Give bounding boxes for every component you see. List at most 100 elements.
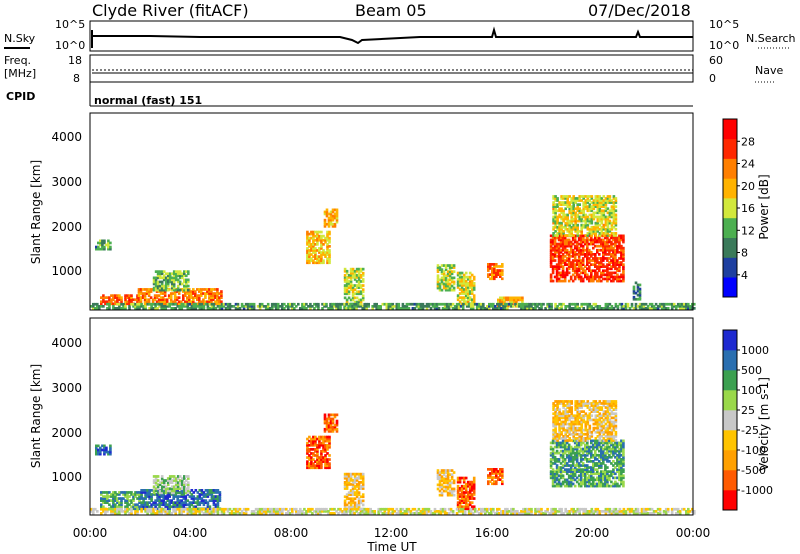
heatmap-cell — [116, 300, 119, 304]
heatmap-cell — [183, 286, 186, 290]
heatmap-cell — [576, 230, 579, 233]
heatmap-cell — [574, 207, 577, 211]
heatmap-cell — [456, 491, 460, 494]
heatmap-cell — [308, 439, 311, 443]
heatmap-cell — [560, 225, 563, 229]
heatmap-cell — [594, 445, 597, 449]
heatmap-cell — [337, 302, 340, 306]
heatmap-cell — [177, 302, 181, 306]
heatmap-cell — [347, 481, 351, 484]
heatmap-cell — [461, 302, 465, 306]
heatmap-cell — [654, 302, 658, 306]
heatmap-cell — [172, 485, 176, 489]
heatmap-cell — [100, 300, 103, 304]
heatmap-cell — [137, 292, 141, 295]
heatmap-cell — [574, 418, 577, 422]
heatmap-cell — [594, 244, 597, 248]
heatmap-cell — [264, 307, 268, 310]
heatmap-cell — [604, 223, 608, 227]
heatmap-cell — [560, 416, 563, 420]
heatmap-cell — [592, 253, 595, 256]
heatmap-cell — [185, 282, 188, 286]
heatmap-cell — [490, 305, 493, 308]
heatmap-cell — [176, 477, 180, 480]
heatmap-cell — [460, 491, 464, 494]
heatmap-cell — [577, 265, 581, 268]
heatmap-cell — [570, 205, 573, 208]
heatmap-cell — [521, 296, 524, 300]
heatmap-cell — [559, 248, 563, 252]
heatmap-cell — [444, 481, 448, 485]
heatmap-cell — [100, 503, 103, 507]
heatmap-cell — [452, 479, 456, 483]
heatmap-cell — [551, 470, 555, 473]
heatmap-cell — [162, 288, 166, 292]
heatmap-cell — [105, 243, 108, 247]
heatmap-cell — [147, 294, 151, 297]
heatmap-cell — [172, 505, 175, 509]
heatmap-cell — [612, 472, 615, 476]
heatmap-cell — [586, 207, 590, 211]
heatmap-cell — [448, 493, 452, 497]
heatmap-cell — [458, 275, 462, 279]
heatmap-cell — [200, 493, 204, 496]
heatmap-cell — [351, 274, 355, 277]
heatmap-cell — [456, 296, 460, 299]
heatmap-cell — [214, 489, 218, 492]
heatmap-cell — [569, 478, 573, 482]
heatmap-cell — [602, 437, 606, 440]
heatmap-cell — [152, 278, 156, 282]
heatmap-cell — [555, 476, 559, 480]
heatmap-cell — [162, 483, 166, 486]
heatmap-cell — [555, 279, 559, 283]
heatmap-cell — [600, 275, 603, 279]
heatmap-cell — [333, 413, 337, 417]
heatmap-cell — [460, 282, 464, 285]
heatmap-cell — [578, 420, 581, 424]
heatmap-cell — [554, 432, 557, 436]
heatmap-cell — [561, 242, 565, 246]
heatmap-cell — [436, 276, 440, 280]
heatmap-cell — [560, 201, 563, 204]
heatmap-cell — [156, 489, 159, 492]
heatmap-cell — [598, 400, 602, 403]
heatmap-cell — [331, 307, 334, 310]
heatmap-cell — [470, 290, 474, 293]
heatmap-cell — [606, 476, 609, 480]
heatmap-cell — [345, 292, 349, 296]
heatmap-cell — [206, 505, 210, 509]
heatmap-cell — [588, 248, 591, 252]
heatmap-cell — [210, 499, 214, 502]
heatmap-cell — [118, 296, 121, 299]
heatmap-cell — [170, 487, 174, 491]
heatmap-cell — [578, 209, 581, 213]
heatmap-cell — [495, 470, 498, 473]
heatmap-cell — [183, 280, 186, 284]
heatmap-cell — [107, 245, 110, 249]
heatmap-cell — [559, 462, 563, 465]
heatmap-cell — [586, 451, 589, 455]
heatmap-cell — [554, 412, 557, 416]
heatmap-cell — [448, 483, 452, 487]
heatmap-cell — [180, 495, 184, 498]
heatmap-cell — [222, 305, 226, 308]
heatmap-cell — [608, 277, 611, 281]
heatmap-cell — [564, 234, 567, 237]
heatmap-cell — [551, 265, 555, 268]
heatmap-cell — [588, 474, 591, 478]
heatmap-cell — [351, 481, 355, 484]
heatmap-cell — [351, 489, 355, 492]
heatmap-cell — [496, 307, 499, 310]
heatmap-cell — [549, 472, 553, 476]
heatmap-cell — [160, 495, 163, 498]
heatmap-cell — [272, 305, 276, 308]
heatmap-cell — [592, 277, 595, 281]
heatmap-cell — [436, 268, 440, 271]
heatmap-cell — [576, 432, 579, 436]
heatmap-cell — [574, 400, 577, 403]
heatmap-cell — [685, 307, 688, 310]
heatmap-cell — [620, 464, 623, 467]
heatmap-cell — [448, 278, 452, 282]
heatmap-cell — [188, 290, 191, 293]
heatmap-cell — [444, 286, 448, 290]
